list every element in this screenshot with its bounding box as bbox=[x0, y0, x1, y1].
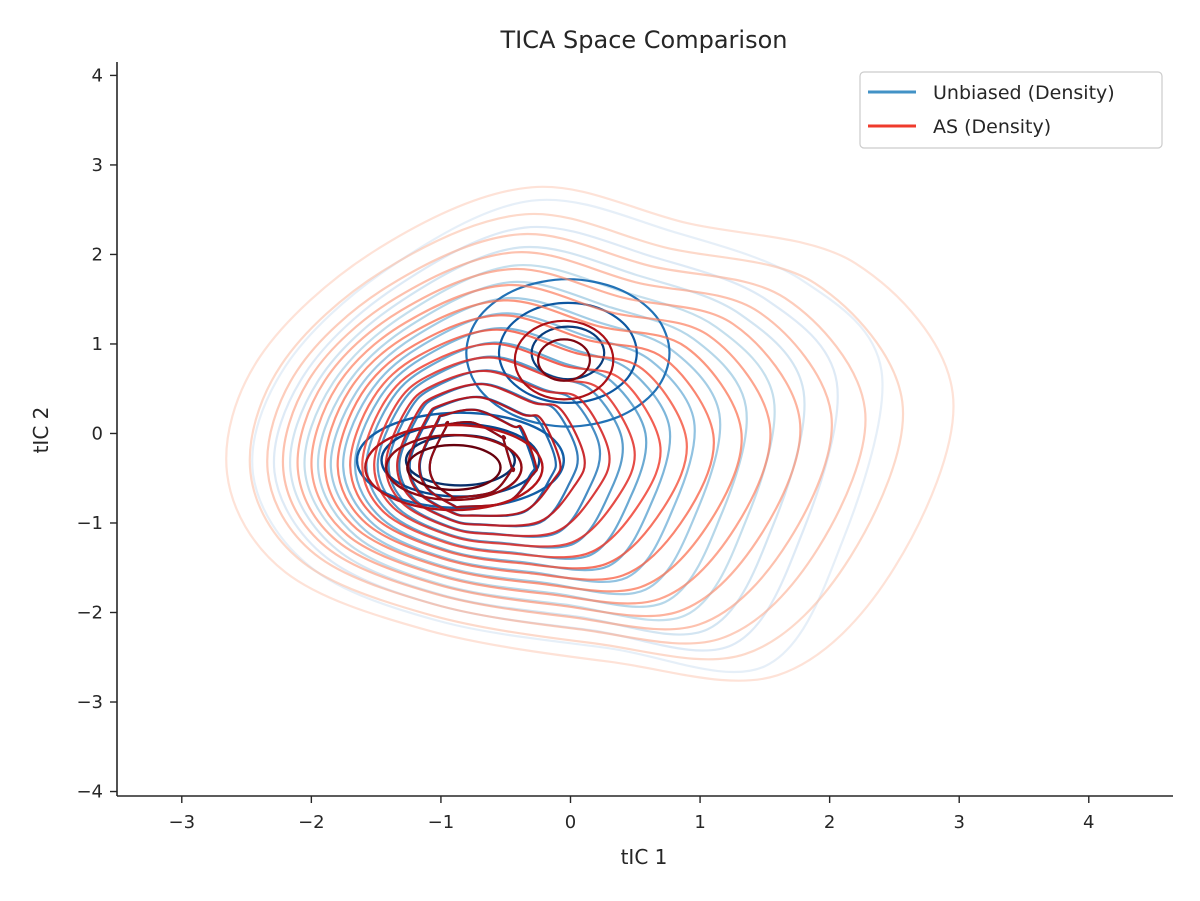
contour-line bbox=[281, 251, 833, 631]
y-axis-ticks: −4 −3 −2 −1 0 1 2 3 4 bbox=[76, 65, 117, 803]
contour-line bbox=[396, 383, 586, 527]
contour-line bbox=[336, 314, 715, 581]
contour-line bbox=[361, 342, 662, 559]
contour-line bbox=[406, 443, 502, 492]
contour-line bbox=[248, 212, 905, 661]
as-upper-peak bbox=[513, 319, 615, 401]
contour-line bbox=[385, 433, 523, 502]
contour-line bbox=[536, 338, 592, 382]
y-axis-label: tIC 2 bbox=[29, 407, 53, 454]
contour-line bbox=[349, 328, 688, 570]
contour-line bbox=[365, 341, 648, 560]
y-tick-label: 0 bbox=[92, 423, 103, 444]
y-tick-label: −4 bbox=[76, 782, 103, 803]
x-tick-label: 4 bbox=[1083, 812, 1094, 833]
contour-line bbox=[225, 185, 955, 682]
x-tick-label: −3 bbox=[169, 812, 196, 833]
contour-line bbox=[465, 278, 671, 428]
contour-line bbox=[387, 369, 602, 538]
contour-line bbox=[373, 356, 636, 548]
contour-line bbox=[323, 299, 743, 593]
x-tick-label: 2 bbox=[824, 812, 835, 833]
axes: −3 −2 −1 0 1 2 3 4 −4 −3 −2 −1 0 1 2 3 4 bbox=[76, 62, 1173, 833]
y-tick-label: −1 bbox=[76, 513, 103, 534]
as-lower-peak bbox=[364, 423, 544, 512]
as-density-contours bbox=[225, 185, 955, 682]
x-tick-label: 1 bbox=[694, 812, 705, 833]
x-tick-label: 0 bbox=[565, 812, 576, 833]
contour-line bbox=[316, 280, 748, 608]
chart-title: TICA Space Comparison bbox=[499, 26, 787, 54]
contour-line bbox=[418, 408, 538, 509]
contour-line bbox=[364, 423, 544, 512]
contour-line bbox=[329, 296, 722, 596]
y-tick-label: 4 bbox=[92, 65, 103, 86]
y-tick-label: 2 bbox=[92, 244, 103, 265]
x-axis-label: tIC 1 bbox=[621, 845, 668, 869]
y-tick-label: 3 bbox=[92, 155, 103, 176]
x-tick-label: −1 bbox=[428, 812, 455, 833]
legend: Unbiased (Density) AS (Density) bbox=[859, 71, 1163, 149]
plot-area bbox=[225, 185, 955, 682]
contour-line bbox=[353, 327, 672, 572]
y-tick-label: −2 bbox=[76, 603, 103, 624]
as-outer-lobe bbox=[225, 185, 955, 682]
contour-line bbox=[310, 283, 772, 605]
contour-line bbox=[513, 319, 615, 401]
legend-label-as: AS (Density) bbox=[933, 116, 1051, 138]
x-tick-label: 3 bbox=[953, 812, 964, 833]
y-tick-label: −3 bbox=[76, 692, 103, 713]
x-tick-label: −2 bbox=[298, 812, 325, 833]
legend-box bbox=[859, 71, 1163, 149]
contour-line bbox=[384, 369, 611, 538]
y-tick-label: 1 bbox=[92, 334, 103, 355]
contour-line bbox=[296, 267, 802, 618]
contour-line bbox=[407, 395, 562, 517]
x-axis-ticks: −3 −2 −1 0 1 2 3 4 bbox=[169, 796, 1095, 833]
contour-line bbox=[342, 312, 696, 584]
contour-line bbox=[266, 232, 867, 645]
legend-label-unbiased: Unbiased (Density) bbox=[933, 82, 1115, 104]
